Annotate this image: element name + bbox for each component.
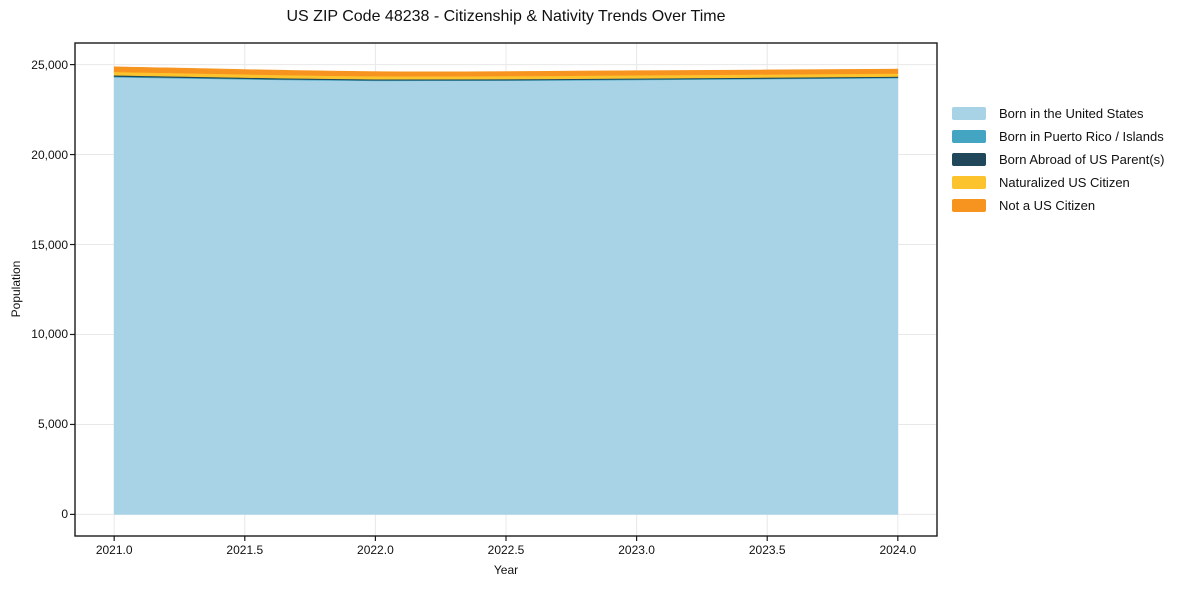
y-tick-label: 10,000 bbox=[31, 327, 68, 342]
plot-canvas bbox=[70, 42, 938, 541]
legend-label: Born Abroad of US Parent(s) bbox=[999, 152, 1165, 167]
legend-label: Born in the United States bbox=[999, 106, 1144, 121]
x-axis-label: Year bbox=[493, 563, 519, 577]
x-tick-label: 2021.5 bbox=[226, 543, 264, 557]
area-band-not-a-us-citizen bbox=[113, 66, 899, 77]
y-tick-label: 0 bbox=[61, 507, 68, 522]
plot-border bbox=[74, 42, 938, 537]
legend-item: Naturalized US Citizen bbox=[952, 176, 1164, 189]
y-tick-label: 15,000 bbox=[31, 237, 68, 252]
x-tick-label: 2024.0 bbox=[879, 543, 917, 557]
legend-label: Naturalized US Citizen bbox=[999, 175, 1130, 190]
legend-swatch-icon bbox=[952, 176, 986, 189]
y-tick-label: 20,000 bbox=[31, 147, 68, 162]
x-tick-label: 2022.0 bbox=[357, 543, 394, 557]
legend-item: Not a US Citizen bbox=[952, 199, 1164, 212]
x-tick-label: 2021.0 bbox=[95, 543, 133, 557]
chart-title: US ZIP Code 48238 - Citizenship & Nativi… bbox=[286, 8, 726, 25]
x-tick-label: 2023.5 bbox=[748, 543, 786, 557]
legend-item: Born in Puerto Rico / Islands bbox=[952, 130, 1164, 143]
y-tick-label: 5,000 bbox=[37, 417, 68, 432]
legend-item: Born in the United States bbox=[952, 107, 1164, 120]
y-tick-label: 25,000 bbox=[31, 57, 68, 72]
x-tick-label: 2023.0 bbox=[618, 543, 655, 557]
legend-item: Born Abroad of US Parent(s) bbox=[952, 153, 1164, 166]
legend-swatch-icon bbox=[952, 107, 986, 120]
legend: Born in the United States Born in Puerto … bbox=[952, 107, 1164, 212]
x-tick-label: 2022.5 bbox=[487, 543, 525, 557]
area-band-born-in-the-united-states bbox=[113, 76, 899, 515]
legend-swatch-icon bbox=[952, 130, 986, 143]
legend-label: Born in Puerto Rico / Islands bbox=[999, 129, 1164, 144]
plot-area bbox=[70, 42, 938, 541]
legend-swatch-icon bbox=[952, 199, 986, 212]
legend-swatch-icon bbox=[952, 153, 986, 166]
y-axis-label: Population bbox=[9, 260, 23, 318]
legend-label: Not a US Citizen bbox=[999, 198, 1096, 213]
